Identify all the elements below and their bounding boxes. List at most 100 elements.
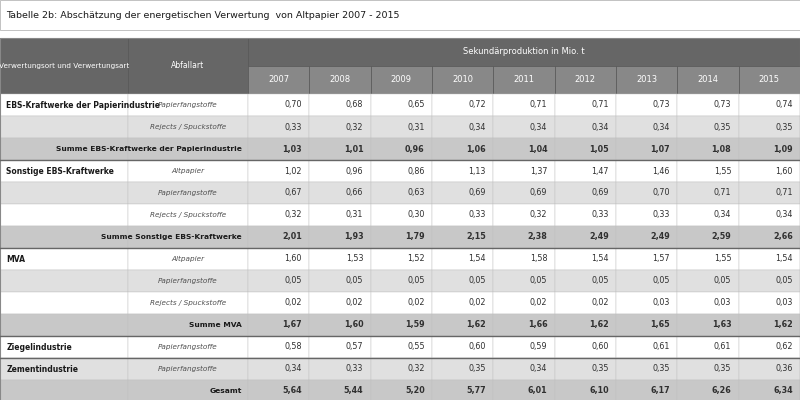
Text: 1,58: 1,58 (530, 254, 547, 264)
Text: 2,49: 2,49 (589, 232, 609, 242)
Bar (310, 226, 370, 248)
Text: 0,02: 0,02 (469, 298, 486, 308)
Text: 1,62: 1,62 (773, 320, 793, 330)
Text: 1,67: 1,67 (282, 320, 302, 330)
Bar (128, 38, 248, 94)
Text: 1,07: 1,07 (650, 144, 670, 154)
Text: Ziegelindustrie: Ziegelindustrie (6, 342, 72, 352)
Bar (432, 160, 494, 182)
Bar (128, 226, 248, 248)
Bar (432, 270, 494, 292)
Bar (554, 248, 616, 270)
Text: 0,34: 0,34 (591, 122, 609, 132)
Bar (738, 116, 800, 138)
Bar (0, 336, 128, 358)
Text: 0,30: 0,30 (407, 210, 425, 220)
Text: 0,73: 0,73 (653, 100, 670, 110)
Bar (370, 248, 432, 270)
Bar (370, 336, 432, 358)
Bar (494, 380, 554, 400)
Text: 1,03: 1,03 (282, 144, 302, 154)
Bar (738, 248, 800, 270)
Text: 1,66: 1,66 (528, 320, 547, 330)
Bar (0, 358, 128, 380)
Bar (128, 182, 248, 204)
Text: 0,68: 0,68 (346, 100, 363, 110)
Bar (554, 336, 616, 358)
Text: 2,15: 2,15 (466, 232, 486, 242)
Bar (616, 292, 678, 314)
Bar (248, 292, 310, 314)
Text: 1,01: 1,01 (344, 144, 363, 154)
Text: Summe MVA: Summe MVA (190, 322, 242, 328)
Text: Sonstige EBS-Kraftwerke: Sonstige EBS-Kraftwerke (6, 166, 114, 176)
Text: Summe Sonstige EBS-Kraftwerke: Summe Sonstige EBS-Kraftwerke (102, 234, 242, 240)
Bar (616, 116, 678, 138)
Bar (0, 314, 128, 336)
Bar (432, 226, 494, 248)
Bar (616, 226, 678, 248)
Bar (310, 66, 370, 94)
Bar (248, 358, 310, 380)
Bar (494, 116, 554, 138)
Text: 0,55: 0,55 (407, 342, 425, 352)
Text: 0,70: 0,70 (653, 188, 670, 198)
Text: 0,31: 0,31 (407, 122, 425, 132)
Bar (128, 138, 248, 160)
Bar (554, 292, 616, 314)
Bar (0, 38, 128, 94)
Text: 0,32: 0,32 (530, 210, 547, 220)
Bar (310, 116, 370, 138)
Text: 0,71: 0,71 (591, 100, 609, 110)
Bar (494, 204, 554, 226)
Text: 0,33: 0,33 (346, 364, 363, 374)
Text: 5,44: 5,44 (344, 386, 363, 396)
Bar (616, 314, 678, 336)
Bar (370, 226, 432, 248)
Text: 5,77: 5,77 (466, 386, 486, 396)
Text: 1,55: 1,55 (714, 166, 731, 176)
Bar (616, 336, 678, 358)
Text: 2,38: 2,38 (527, 232, 547, 242)
Text: 1,60: 1,60 (285, 254, 302, 264)
Bar (310, 270, 370, 292)
Text: 1,93: 1,93 (344, 232, 363, 242)
Text: 0,05: 0,05 (530, 276, 547, 286)
Bar (738, 292, 800, 314)
Text: 1,54: 1,54 (775, 254, 793, 264)
Bar (248, 270, 310, 292)
Text: 1,59: 1,59 (405, 320, 425, 330)
Text: Altpapier: Altpapier (171, 168, 205, 174)
Text: Gesamt: Gesamt (210, 388, 242, 394)
Bar (494, 182, 554, 204)
Text: 0,34: 0,34 (653, 122, 670, 132)
Text: 6,34: 6,34 (773, 386, 793, 396)
Text: 0,34: 0,34 (530, 122, 547, 132)
Text: 2011: 2011 (514, 76, 534, 84)
Bar (494, 94, 554, 116)
Text: 0,35: 0,35 (469, 364, 486, 374)
Bar (432, 138, 494, 160)
Text: Papierfangstoffe: Papierfangstoffe (158, 102, 218, 108)
Bar (128, 358, 248, 380)
Text: Papierfangstoffe: Papierfangstoffe (158, 278, 218, 284)
Bar (0, 116, 128, 138)
Text: 0,69: 0,69 (469, 188, 486, 198)
Bar (248, 336, 310, 358)
Text: 0,62: 0,62 (775, 342, 793, 352)
Text: 0,05: 0,05 (407, 276, 425, 286)
Text: 0,33: 0,33 (591, 210, 609, 220)
Bar (370, 204, 432, 226)
Bar (554, 270, 616, 292)
Bar (370, 138, 432, 160)
Bar (128, 160, 248, 182)
Text: MVA: MVA (6, 254, 26, 264)
Text: 1,47: 1,47 (591, 166, 609, 176)
Bar (310, 314, 370, 336)
Text: 2012: 2012 (575, 76, 596, 84)
Text: 0,61: 0,61 (653, 342, 670, 352)
Text: 0,02: 0,02 (530, 298, 547, 308)
Text: 0,32: 0,32 (407, 364, 425, 374)
Text: 0,34: 0,34 (469, 122, 486, 132)
Bar (738, 94, 800, 116)
